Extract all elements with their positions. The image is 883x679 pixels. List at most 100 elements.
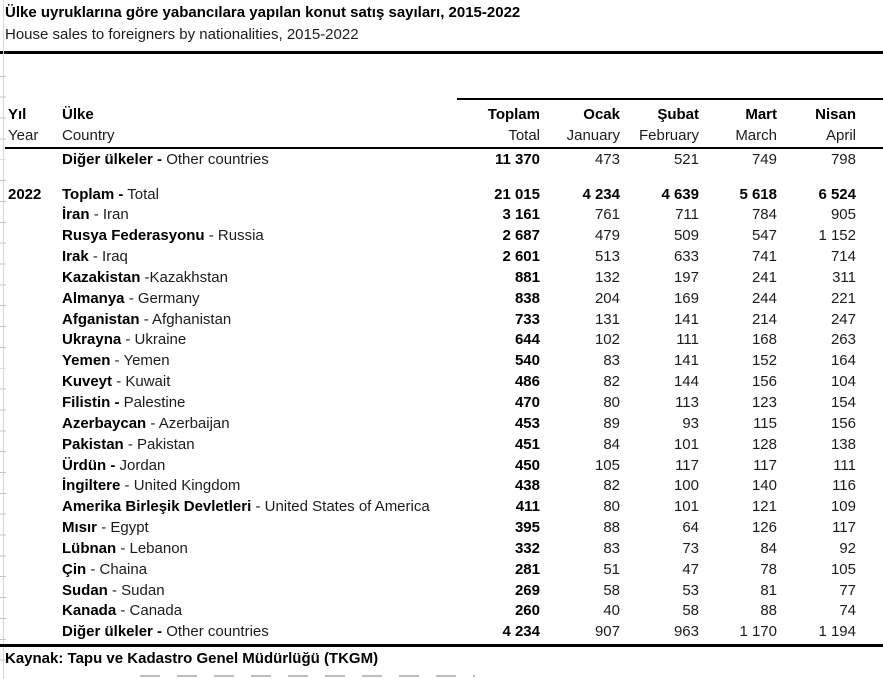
- value-cell: 241: [751, 268, 777, 286]
- year-cell: [8, 351, 62, 372]
- country-name-turkish: Sudan: [62, 581, 108, 599]
- value-cell: 64: [682, 519, 699, 537]
- value-cell: 332: [514, 539, 540, 557]
- value-cell: 411: [515, 498, 540, 516]
- value-cell: 11 370: [494, 150, 540, 168]
- value-cell: 6 524: [818, 185, 856, 203]
- value-cell: 154: [830, 393, 856, 411]
- value-cell: 521: [673, 150, 699, 168]
- country-cell: Lübnan - Lebanon: [62, 539, 455, 560]
- country-name-turkish: Çin: [62, 560, 87, 578]
- value-cell: 144: [673, 373, 699, 391]
- value-cell: 633: [673, 248, 699, 266]
- value-cell: 784: [751, 206, 777, 224]
- country-name-turkish: İran: [62, 206, 90, 224]
- country-cell: Diğer ülkeler - Other countries: [62, 622, 455, 643]
- value-cell: 164: [830, 352, 856, 370]
- country-name-english: -Kazakhstan: [144, 268, 228, 286]
- value-cell: 21 015: [494, 185, 540, 203]
- country-name-turkish: Mısır: [62, 519, 98, 537]
- country-cell: Irak - Iraq: [62, 247, 455, 268]
- year-cell: [8, 476, 62, 497]
- value-cell: 51: [603, 560, 620, 578]
- value-cell: 80: [603, 393, 620, 411]
- value-cell: 269: [514, 581, 540, 599]
- value-cell: 221: [830, 289, 856, 307]
- year-cell: [8, 622, 62, 643]
- value-cell: 509: [673, 227, 699, 245]
- value-cell: 138: [830, 435, 856, 453]
- country-name-turkish: Pakistan: [62, 435, 124, 453]
- value-cell: 395: [514, 519, 540, 537]
- country-name-turkish: Filistin -: [62, 393, 120, 411]
- source-note: Kaynak: Tapu ve Kadastro Genel Müdürlüğü…: [5, 650, 379, 667]
- table-row: Diğer ülkeler - Other countries 4 234 907 9…: [0, 622, 883, 643]
- value-cell: 881: [514, 268, 540, 286]
- year-cell: [8, 581, 62, 602]
- country-name-english: - Iraq: [92, 248, 128, 266]
- value-cell: 88: [760, 602, 777, 620]
- country-name-english: - Canada: [120, 602, 183, 620]
- country-cell: Ürdün - Jordan: [62, 456, 455, 477]
- year-cell: [8, 205, 62, 226]
- value-cell: 84: [603, 435, 620, 453]
- table-row: Pakistan - Pakistan 451 84 101 128 138: [0, 435, 883, 456]
- table-row: 2022 Toplam - Total 21 015 4 234 4 639 5 618 6…: [0, 185, 883, 206]
- table-row: Sudan - Sudan 269 58 53 81 77: [0, 581, 883, 602]
- value-cell: 105: [594, 456, 620, 474]
- country-cell: Rusya Federasyonu - Russia: [62, 226, 455, 247]
- value-cell: 101: [673, 435, 699, 453]
- cutoff-next-line-fragment: [140, 675, 475, 677]
- value-cell: 104: [830, 373, 856, 391]
- table-row: Çin - Chaina 281 51 47 78 105: [0, 560, 883, 581]
- table-header-row: Yıl Year Ülke Country Toplam Total Ocak …: [0, 104, 883, 146]
- value-cell: 547: [751, 227, 777, 245]
- country-name-english: - Kuwait: [116, 373, 171, 391]
- value-cell: 53: [682, 581, 699, 599]
- value-cell: 109: [830, 498, 856, 516]
- value-cell: 1 194: [818, 623, 856, 641]
- table-row: Kanada - Canada 260 40 58 88 74: [0, 601, 883, 622]
- table-row: Yemen - Yemen 540 83 141 152 164: [0, 351, 883, 372]
- year-cell: [8, 226, 62, 247]
- value-cell: 140: [751, 477, 777, 495]
- country-name-english: - Russia: [208, 227, 264, 245]
- column-header-year: Yıl Year: [8, 106, 39, 144]
- country-name-english: - Germany: [128, 289, 200, 307]
- value-cell: 101: [673, 498, 699, 516]
- value-cell: 247: [830, 310, 856, 328]
- country-name-turkish: Diğer ülkeler -: [62, 623, 163, 641]
- value-cell: 197: [673, 268, 699, 286]
- value-cell: 111: [833, 456, 856, 474]
- column-header-april: Nisan April: [815, 106, 856, 144]
- value-cell: 117: [753, 456, 777, 474]
- table-row: Lübnan - Lebanon 332 83 73 84 92: [0, 539, 883, 560]
- country-cell: İran - Iran: [62, 205, 455, 226]
- country-name-turkish: Rusya Federasyonu: [62, 227, 205, 245]
- value-cell: 58: [682, 602, 699, 620]
- country-cell: Mısır - Egypt: [62, 518, 455, 539]
- table-row: Kuveyt - Kuwait 486 82 144 156 104: [0, 372, 883, 393]
- year-cell: [8, 268, 62, 289]
- country-name-turkish: İngiltere: [62, 477, 121, 495]
- year-cell: [8, 372, 62, 393]
- country-name-english: - Ukraine: [125, 331, 187, 349]
- table-row: Ürdün - Jordan 450 105 117 117 111: [0, 456, 883, 477]
- value-cell: 40: [603, 602, 620, 620]
- country-cell: Ukrayna - Ukraine: [62, 330, 455, 351]
- value-cell: 311: [832, 268, 856, 286]
- value-cell: 733: [514, 310, 540, 328]
- value-cell: 117: [832, 519, 856, 537]
- value-cell: 113: [675, 393, 699, 411]
- country-cell: İngiltere - United Kingdom: [62, 476, 455, 497]
- country-cell: Çin - Chaina: [62, 560, 455, 581]
- value-cell: 907: [594, 623, 620, 641]
- value-cell: 479: [594, 227, 620, 245]
- value-cell: 123: [751, 393, 777, 411]
- header-bottom-rule: [5, 147, 883, 149]
- value-cell: 260: [514, 602, 540, 620]
- country-name-turkish: Kuveyt: [62, 373, 113, 391]
- country-name-english: - Afghanistan: [143, 310, 232, 328]
- value-cell: 126: [751, 519, 777, 537]
- country-name-turkish: Afganistan: [62, 310, 140, 328]
